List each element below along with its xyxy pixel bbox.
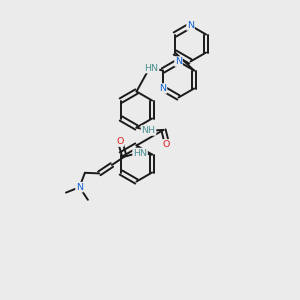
Text: NH: NH (142, 126, 155, 135)
Text: N: N (76, 183, 83, 192)
Text: N: N (187, 21, 194, 30)
Text: N: N (175, 57, 182, 66)
Text: O: O (163, 140, 170, 149)
Text: HN: HN (145, 64, 158, 73)
Text: HN: HN (133, 148, 147, 158)
Text: O: O (116, 137, 123, 146)
Text: N: N (159, 84, 167, 93)
